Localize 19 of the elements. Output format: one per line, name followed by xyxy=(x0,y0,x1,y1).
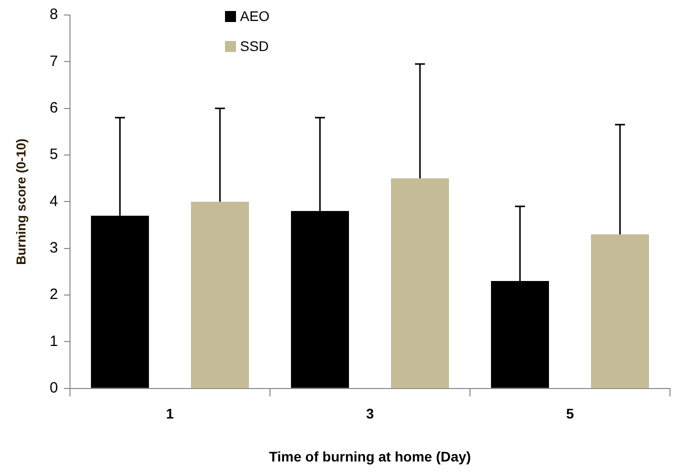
x-tick-label: 5 xyxy=(566,406,574,422)
bar xyxy=(190,202,249,388)
bar xyxy=(590,234,649,388)
y-tick-label: 4 xyxy=(50,192,58,210)
y-tick-label: 7 xyxy=(50,52,58,70)
y-tick-label: 3 xyxy=(50,240,58,257)
x-tick-label: 3 xyxy=(366,406,374,422)
legend-label: SSD xyxy=(240,38,269,54)
legend-label: AEO xyxy=(240,8,270,24)
x-tick-label: 1 xyxy=(166,406,174,422)
y-tick-label: 1 xyxy=(50,332,58,350)
y-tick-label: 5 xyxy=(50,146,58,164)
y-axis-title: Burning score (0-10) xyxy=(13,138,28,265)
bar xyxy=(390,178,449,388)
y-tick-label: 8 xyxy=(50,6,58,24)
x-axis-title: Time of burning at home (Day) xyxy=(268,448,471,464)
y-tick-label: 2 xyxy=(50,286,58,304)
y-tick-label: 6 xyxy=(50,99,58,116)
y-tick-label: 0 xyxy=(50,380,58,397)
